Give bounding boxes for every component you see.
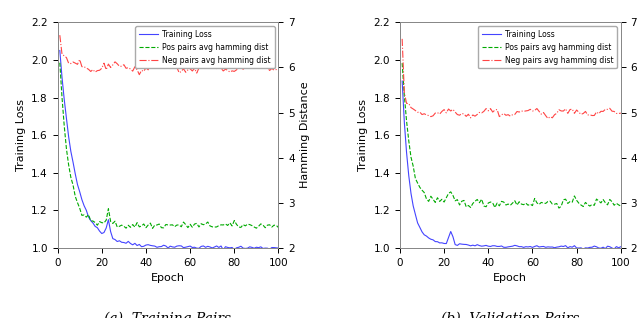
Neg pairs avg hamming dist — [544, 117, 552, 121]
Line: Pos pairs avg hamming dist: Pos pairs avg hamming dist — [402, 63, 621, 208]
Pos pairs avg hamming dist — [56, 61, 63, 65]
Neg pairs avg hamming dist — [449, 107, 457, 111]
Line: Neg pairs avg hamming dist: Neg pairs avg hamming dist — [60, 35, 278, 75]
Line: Neg pairs avg hamming dist: Neg pairs avg hamming dist — [402, 39, 621, 119]
Neg pairs avg hamming dist — [398, 37, 406, 41]
Pos pairs avg hamming dist — [171, 225, 179, 229]
Pos pairs avg hamming dist — [602, 201, 609, 204]
Training Loss — [56, 49, 63, 52]
Neg pairs avg hamming dist — [171, 62, 179, 66]
Pos pairs avg hamming dist — [617, 204, 625, 208]
Neg pairs avg hamming dist — [56, 33, 63, 37]
Pos pairs avg hamming dist — [555, 206, 563, 210]
Training Loss — [107, 230, 115, 233]
Training Loss — [275, 246, 282, 250]
Pos pairs avg hamming dist — [511, 199, 518, 203]
X-axis label: Epoch: Epoch — [151, 273, 185, 283]
Training Loss — [168, 245, 176, 249]
Pos pairs avg hamming dist — [608, 200, 616, 204]
Neg pairs avg hamming dist — [529, 109, 536, 113]
Pos pairs avg hamming dist — [98, 221, 106, 225]
Neg pairs avg hamming dist — [602, 107, 609, 111]
Training Loss — [398, 79, 406, 83]
X-axis label: Epoch: Epoch — [493, 273, 527, 283]
Training Loss — [259, 246, 267, 250]
Pos pairs avg hamming dist — [148, 226, 156, 230]
Y-axis label: Hamming Distance: Hamming Distance — [300, 82, 310, 189]
Training Loss — [617, 245, 625, 249]
Y-axis label: Training Loss: Training Loss — [16, 99, 26, 171]
Text: (b)  Validation Pairs: (b) Validation Pairs — [441, 311, 580, 318]
Training Loss — [579, 247, 587, 251]
Y-axis label: Training Loss: Training Loss — [358, 99, 368, 171]
Text: (a)  Training Pairs: (a) Training Pairs — [104, 311, 232, 318]
Training Loss — [511, 244, 518, 247]
Pos pairs avg hamming dist — [398, 61, 406, 65]
Legend: Training Loss, Pos pairs avg hamming dist, Neg pairs avg hamming dist: Training Loss, Pos pairs avg hamming dis… — [478, 26, 617, 68]
Neg pairs avg hamming dist — [107, 66, 115, 69]
Training Loss — [266, 247, 273, 251]
Training Loss — [529, 245, 536, 249]
Neg pairs avg hamming dist — [275, 68, 282, 72]
Line: Pos pairs avg hamming dist: Pos pairs avg hamming dist — [60, 63, 278, 228]
Training Loss — [440, 242, 448, 245]
Neg pairs avg hamming dist — [617, 111, 625, 115]
Pos pairs avg hamming dist — [266, 223, 273, 227]
Neg pairs avg hamming dist — [440, 108, 448, 112]
Line: Training Loss: Training Loss — [402, 81, 621, 249]
Pos pairs avg hamming dist — [440, 200, 448, 204]
Pos pairs avg hamming dist — [449, 193, 457, 197]
Neg pairs avg hamming dist — [266, 69, 273, 73]
Neg pairs avg hamming dist — [136, 73, 143, 77]
Neg pairs avg hamming dist — [259, 65, 267, 69]
Training Loss — [608, 246, 616, 250]
Legend: Training Loss, Pos pairs avg hamming dist, Neg pairs avg hamming dist: Training Loss, Pos pairs avg hamming dis… — [136, 26, 275, 68]
Training Loss — [449, 235, 457, 238]
Line: Training Loss: Training Loss — [60, 51, 278, 250]
Pos pairs avg hamming dist — [259, 223, 267, 227]
Pos pairs avg hamming dist — [275, 225, 282, 229]
Pos pairs avg hamming dist — [107, 219, 115, 223]
Pos pairs avg hamming dist — [189, 225, 196, 229]
Pos pairs avg hamming dist — [529, 204, 536, 208]
Training Loss — [220, 248, 227, 252]
Training Loss — [602, 247, 609, 251]
Neg pairs avg hamming dist — [189, 69, 196, 73]
Neg pairs avg hamming dist — [98, 66, 106, 70]
Training Loss — [98, 232, 106, 235]
Neg pairs avg hamming dist — [511, 113, 518, 116]
Neg pairs avg hamming dist — [608, 109, 616, 113]
Training Loss — [186, 244, 194, 248]
